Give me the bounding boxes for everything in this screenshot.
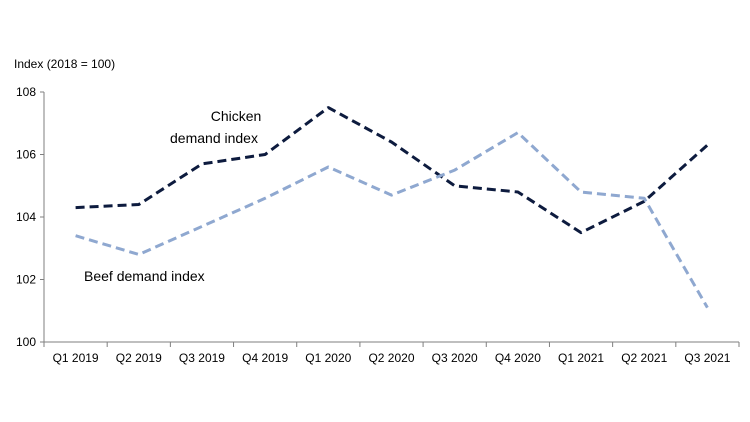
data-point: [200, 225, 203, 228]
data-point: [264, 197, 267, 200]
data-point: [200, 162, 203, 165]
chicken-series-label-line2: demand index: [170, 130, 258, 146]
series-layer: [74, 106, 709, 309]
beef-series-label: Beef demand index: [84, 268, 205, 284]
x-tick-label: Q2 2020: [368, 351, 414, 365]
x-tick-label: Q1 2020: [305, 351, 351, 365]
data-point: [706, 144, 709, 147]
data-point: [516, 191, 519, 194]
x-tick-label: Q1 2021: [558, 351, 604, 365]
x-tick-label: Q3 2020: [432, 351, 478, 365]
data-point: [706, 306, 709, 309]
y-tick-label: 104: [16, 210, 36, 224]
data-point: [453, 169, 456, 172]
data-point: [74, 206, 77, 209]
data-point: [327, 166, 330, 169]
y-tick-label: 108: [16, 85, 36, 99]
x-tick-label: Q2 2019: [116, 351, 162, 365]
data-point: [643, 197, 646, 200]
y-axis: 100 102 104 106 108: [16, 85, 45, 349]
series-labels: Chicken demand index Beef demand index: [84, 108, 261, 284]
chicken-demand-line: [75, 106, 709, 235]
data-point: [74, 234, 77, 237]
data-point: [327, 106, 330, 109]
x-tick-label: Q4 2020: [495, 351, 541, 365]
chicken-series-label-line1: Chicken: [211, 108, 262, 124]
y-tick-label: 102: [16, 273, 36, 287]
beef-demand-line: [75, 131, 709, 309]
data-point: [453, 184, 456, 187]
y-axis-title: Index (2018 = 100): [14, 57, 115, 71]
y-tick-label: 100: [16, 335, 36, 349]
x-tick-label: Q2 2021: [621, 351, 667, 365]
x-tick-label: Q3 2019: [179, 351, 225, 365]
data-point: [580, 191, 583, 194]
data-point: [516, 131, 519, 134]
x-tick-label: Q1 2019: [53, 351, 99, 365]
data-point: [137, 203, 140, 206]
data-point: [580, 231, 583, 234]
y-tick-label: 106: [16, 148, 36, 162]
data-point: [390, 194, 393, 197]
x-tick-label: Q3 2021: [684, 351, 730, 365]
x-tick-label: Q4 2019: [242, 351, 288, 365]
data-point: [137, 253, 140, 256]
data-point: [264, 153, 267, 156]
x-axis: Q1 2019 Q2 2019 Q3 2019 Q4 2019 Q1 2020 Q2 20…: [43, 341, 740, 365]
data-point: [390, 141, 393, 144]
